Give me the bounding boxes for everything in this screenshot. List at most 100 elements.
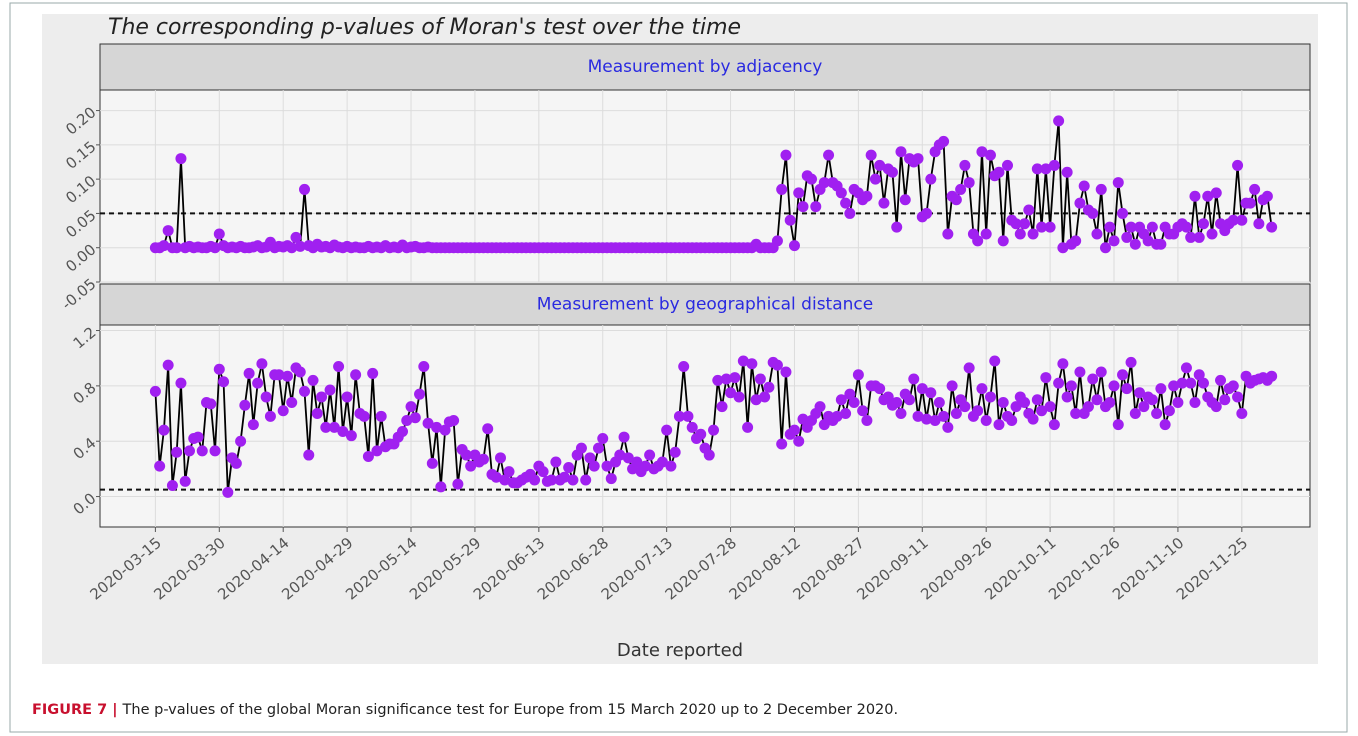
- data-point: [162, 225, 174, 237]
- data-point: [857, 405, 869, 417]
- data-point: [490, 471, 502, 483]
- data-point: [183, 445, 195, 457]
- data-point: [1249, 183, 1261, 195]
- data-point: [959, 401, 971, 413]
- data-point: [895, 408, 907, 420]
- data-point: [1163, 405, 1175, 417]
- data-point: [639, 460, 651, 472]
- data-point: [750, 394, 762, 406]
- data-point: [405, 401, 417, 413]
- data-point: [1036, 221, 1048, 233]
- data-point: [1227, 214, 1239, 226]
- data-point: [1031, 163, 1043, 175]
- data-point: [844, 207, 856, 219]
- data-point: [277, 405, 289, 417]
- data-point: [754, 373, 766, 385]
- data-point: [230, 457, 242, 469]
- data-point: [158, 240, 170, 252]
- data-point: [303, 449, 315, 461]
- data-point: [912, 410, 924, 422]
- data-point: [1091, 228, 1103, 240]
- data-point: [980, 414, 992, 426]
- data-point: [597, 432, 609, 444]
- data-point: [938, 410, 950, 422]
- caption: FIGURE 7 | The p-values of the global Mor…: [32, 702, 898, 718]
- data-point: [166, 479, 178, 491]
- data-point: [580, 474, 592, 486]
- data-point: [771, 359, 783, 371]
- data-point: [916, 383, 928, 395]
- data-point: [661, 424, 673, 436]
- data-point: [1061, 166, 1073, 178]
- data-point: [950, 194, 962, 206]
- data-point: [465, 460, 477, 472]
- data-point: [358, 410, 370, 422]
- data-point: [418, 361, 430, 373]
- data-point: [746, 358, 758, 370]
- data-point: [281, 370, 293, 382]
- data-point: [1010, 218, 1022, 230]
- data-point: [235, 435, 247, 447]
- data-point: [852, 369, 864, 381]
- data-point: [1087, 207, 1099, 219]
- data-point: [976, 146, 988, 158]
- data-point: [682, 410, 694, 422]
- data-point: [997, 396, 1009, 408]
- data-point: [260, 391, 272, 403]
- data-point: [1236, 408, 1248, 420]
- data-point: [1142, 235, 1154, 247]
- data-point: [1091, 394, 1103, 406]
- data-point: [1121, 231, 1133, 243]
- data-point: [149, 385, 161, 397]
- data-point: [499, 474, 511, 486]
- data-point: [1019, 396, 1031, 408]
- data-point: [686, 421, 698, 433]
- data-point: [171, 242, 183, 254]
- data-point: [1104, 221, 1116, 233]
- data-point: [1019, 218, 1031, 230]
- data-point: [175, 153, 187, 165]
- data-point: [708, 424, 720, 436]
- data-point: [763, 381, 775, 393]
- data-point: [567, 474, 579, 486]
- data-point: [333, 361, 345, 373]
- data-point: [460, 449, 472, 461]
- data-point: [299, 183, 311, 195]
- data-point: [154, 460, 166, 472]
- data-point: [1044, 221, 1056, 233]
- data-point: [848, 396, 860, 408]
- data-point: [1061, 391, 1073, 403]
- data-point: [818, 177, 830, 189]
- data-point: [1206, 228, 1218, 240]
- data-point: [823, 149, 835, 161]
- data-point: [669, 446, 681, 458]
- data-point: [1155, 383, 1167, 395]
- data-point: [1125, 221, 1137, 233]
- data-point: [1087, 373, 1099, 385]
- data-point: [592, 442, 604, 454]
- data-point: [835, 394, 847, 406]
- data-point: [311, 408, 323, 420]
- data-point: [946, 380, 958, 392]
- data-point: [1176, 377, 1188, 389]
- data-point: [503, 466, 515, 478]
- data-point: [375, 410, 387, 422]
- data-point: [1215, 374, 1227, 386]
- data-point: [1193, 369, 1205, 381]
- data-point: [1189, 190, 1201, 202]
- data-point: [1244, 197, 1256, 209]
- data-point: [1151, 408, 1163, 420]
- data-point: [243, 367, 255, 379]
- data-point: [891, 221, 903, 233]
- data-point: [290, 231, 302, 243]
- data-point: [921, 207, 933, 219]
- data-point: [1040, 163, 1052, 175]
- data-point: [759, 391, 771, 403]
- data-point: [537, 466, 549, 478]
- data-point: [1053, 115, 1065, 127]
- data-point: [1048, 159, 1060, 171]
- data-point: [401, 414, 413, 426]
- data-point: [439, 424, 451, 436]
- data-point: [546, 474, 558, 486]
